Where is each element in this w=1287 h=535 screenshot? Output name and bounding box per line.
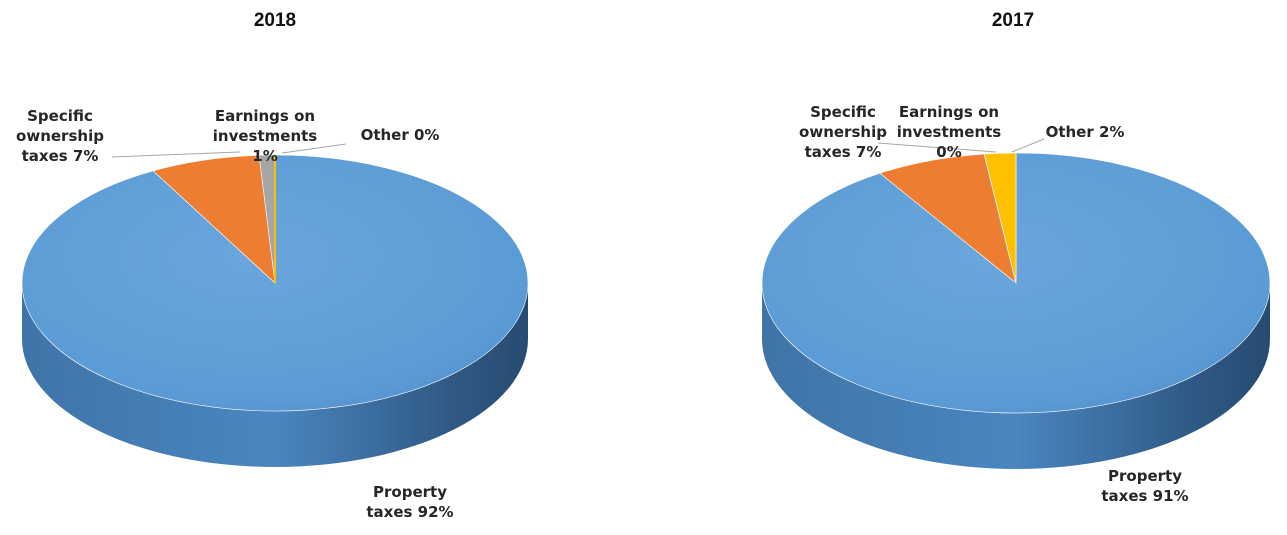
pie-2018-data-label: Property taxes 92% [366, 483, 453, 521]
pie-2017-body [761, 152, 1271, 469]
pie-2017-data-label: Property taxes 91% [1101, 467, 1188, 505]
pie-2018-data-label: Earnings on investments 1% [213, 107, 318, 165]
pie-2018-data-label: Other 0% [361, 126, 440, 144]
pie-2018-slice-specific-ownership-taxes [152, 154, 276, 284]
pie-2017-slice-specific-ownership-taxes [879, 153, 1017, 284]
pie-2018-leader-line [281, 143, 347, 154]
chart-title-2017: 2017 [992, 10, 1034, 31]
pie-2018-body [21, 154, 529, 467]
pie-2017-leader-line [877, 142, 997, 153]
pie-2017-slice-other [983, 152, 1017, 284]
pie-2017-data-label: Earnings on investments 0% [897, 103, 1002, 161]
pie-2018-data-label: Specific ownership taxes 7% [16, 107, 104, 165]
pie-2017-leader-line [1011, 138, 1045, 153]
pie-2018-leader-line [111, 151, 241, 158]
pie-2018-side-wall [22, 283, 528, 467]
pie-2017-data-label: Other 2% [1046, 123, 1125, 141]
pie-2017-data-label: Specific ownership taxes 7% [799, 103, 887, 161]
pie-2017-side-wall [762, 283, 1270, 469]
chart-title-2018: 2018 [254, 10, 296, 31]
